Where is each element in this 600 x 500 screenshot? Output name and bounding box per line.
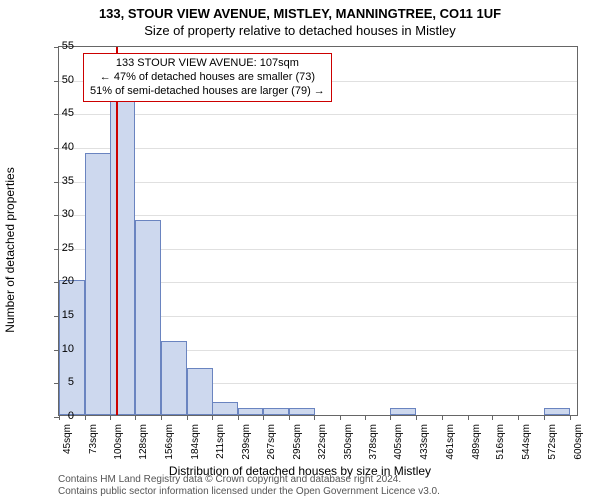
xtick-label: 100sqm bbox=[113, 424, 124, 460]
plot-area: 133 STOUR VIEW AVENUE: 107sqm← 47% of de… bbox=[58, 46, 578, 416]
y-axis-label: Number of detached properties bbox=[3, 167, 17, 332]
ytick-label: 5 bbox=[44, 376, 74, 388]
xtick-label: 322sqm bbox=[317, 424, 328, 460]
xtick-mark bbox=[238, 415, 239, 420]
xtick-label: 45sqm bbox=[62, 424, 73, 454]
histogram-bar bbox=[85, 153, 111, 415]
page-subtitle: Size of property relative to detached ho… bbox=[0, 21, 600, 38]
xtick-label: 405sqm bbox=[393, 424, 404, 460]
xtick-mark bbox=[442, 415, 443, 420]
gridline bbox=[59, 114, 577, 115]
ytick-label: 10 bbox=[44, 343, 74, 355]
annotation-line-1: 133 STOUR VIEW AVENUE: 107sqm bbox=[90, 57, 325, 71]
ytick-label: 20 bbox=[44, 275, 74, 287]
xtick-mark bbox=[314, 415, 315, 420]
xtick-label: 295sqm bbox=[292, 424, 303, 460]
xtick-label: 184sqm bbox=[190, 424, 201, 460]
xtick-label: 350sqm bbox=[343, 424, 354, 460]
xtick-label: 433sqm bbox=[419, 424, 430, 460]
histogram-bar bbox=[544, 408, 570, 415]
xtick-label: 544sqm bbox=[521, 424, 532, 460]
attribution-text: Contains HM Land Registry data © Crown c… bbox=[58, 474, 440, 498]
xtick-mark bbox=[161, 415, 162, 420]
ytick-label: 50 bbox=[44, 74, 74, 86]
ytick-label: 55 bbox=[44, 40, 74, 52]
xtick-mark bbox=[518, 415, 519, 420]
xtick-mark bbox=[468, 415, 469, 420]
histogram-bar bbox=[135, 220, 161, 415]
histogram-bar bbox=[212, 402, 238, 415]
annotation-line-3: 51% of semi-detached houses are larger (… bbox=[90, 85, 325, 99]
gridline bbox=[59, 182, 577, 183]
xtick-mark bbox=[340, 415, 341, 420]
histogram-bar bbox=[238, 408, 264, 415]
histogram-bar bbox=[263, 408, 289, 415]
xtick-mark bbox=[110, 415, 111, 420]
xtick-label: 156sqm bbox=[164, 424, 175, 460]
page-title: 133, STOUR VIEW AVENUE, MISTLEY, MANNING… bbox=[0, 0, 600, 21]
histogram-bar bbox=[390, 408, 416, 415]
xtick-mark bbox=[289, 415, 290, 420]
xtick-label: 378sqm bbox=[368, 424, 379, 460]
histogram-bar bbox=[161, 341, 187, 415]
xtick-mark bbox=[492, 415, 493, 420]
xtick-label: 461sqm bbox=[445, 424, 456, 460]
ytick-label: 30 bbox=[44, 208, 74, 220]
histogram-bar bbox=[289, 408, 315, 415]
gridline bbox=[59, 148, 577, 149]
ytick-label: 35 bbox=[44, 175, 74, 187]
xtick-mark bbox=[570, 415, 571, 420]
xtick-label: 73sqm bbox=[88, 424, 99, 454]
xtick-mark bbox=[212, 415, 213, 420]
annotation-box: 133 STOUR VIEW AVENUE: 107sqm← 47% of de… bbox=[83, 53, 332, 102]
xtick-mark bbox=[85, 415, 86, 420]
xtick-mark bbox=[263, 415, 264, 420]
xtick-label: 267sqm bbox=[266, 424, 277, 460]
attribution-line-1: Contains HM Land Registry data © Crown c… bbox=[58, 474, 440, 486]
ytick-label: 0 bbox=[44, 410, 74, 422]
gridline bbox=[59, 215, 577, 216]
xtick-mark bbox=[365, 415, 366, 420]
histogram-chart: 133 STOUR VIEW AVENUE: 107sqm← 47% of de… bbox=[58, 46, 578, 416]
ytick-label: 40 bbox=[44, 141, 74, 153]
xtick-mark bbox=[390, 415, 391, 420]
ytick-label: 15 bbox=[44, 309, 74, 321]
histogram-bar bbox=[187, 368, 213, 415]
xtick-label: 489sqm bbox=[471, 424, 482, 460]
ytick-label: 45 bbox=[44, 107, 74, 119]
annotation-line-2: ← 47% of detached houses are smaller (73… bbox=[90, 71, 325, 85]
histogram-bar bbox=[110, 65, 136, 415]
xtick-label: 572sqm bbox=[547, 424, 558, 460]
xtick-label: 239sqm bbox=[241, 424, 252, 460]
ytick-label: 25 bbox=[44, 242, 74, 254]
xtick-mark bbox=[135, 415, 136, 420]
xtick-label: 211sqm bbox=[215, 424, 226, 459]
xtick-mark bbox=[544, 415, 545, 420]
xtick-label: 128sqm bbox=[138, 424, 149, 460]
xtick-label: 600sqm bbox=[573, 424, 584, 460]
xtick-label: 516sqm bbox=[495, 424, 506, 460]
attribution-line-2: Contains public sector information licen… bbox=[58, 486, 440, 498]
xtick-mark bbox=[187, 415, 188, 420]
xtick-mark bbox=[416, 415, 417, 420]
